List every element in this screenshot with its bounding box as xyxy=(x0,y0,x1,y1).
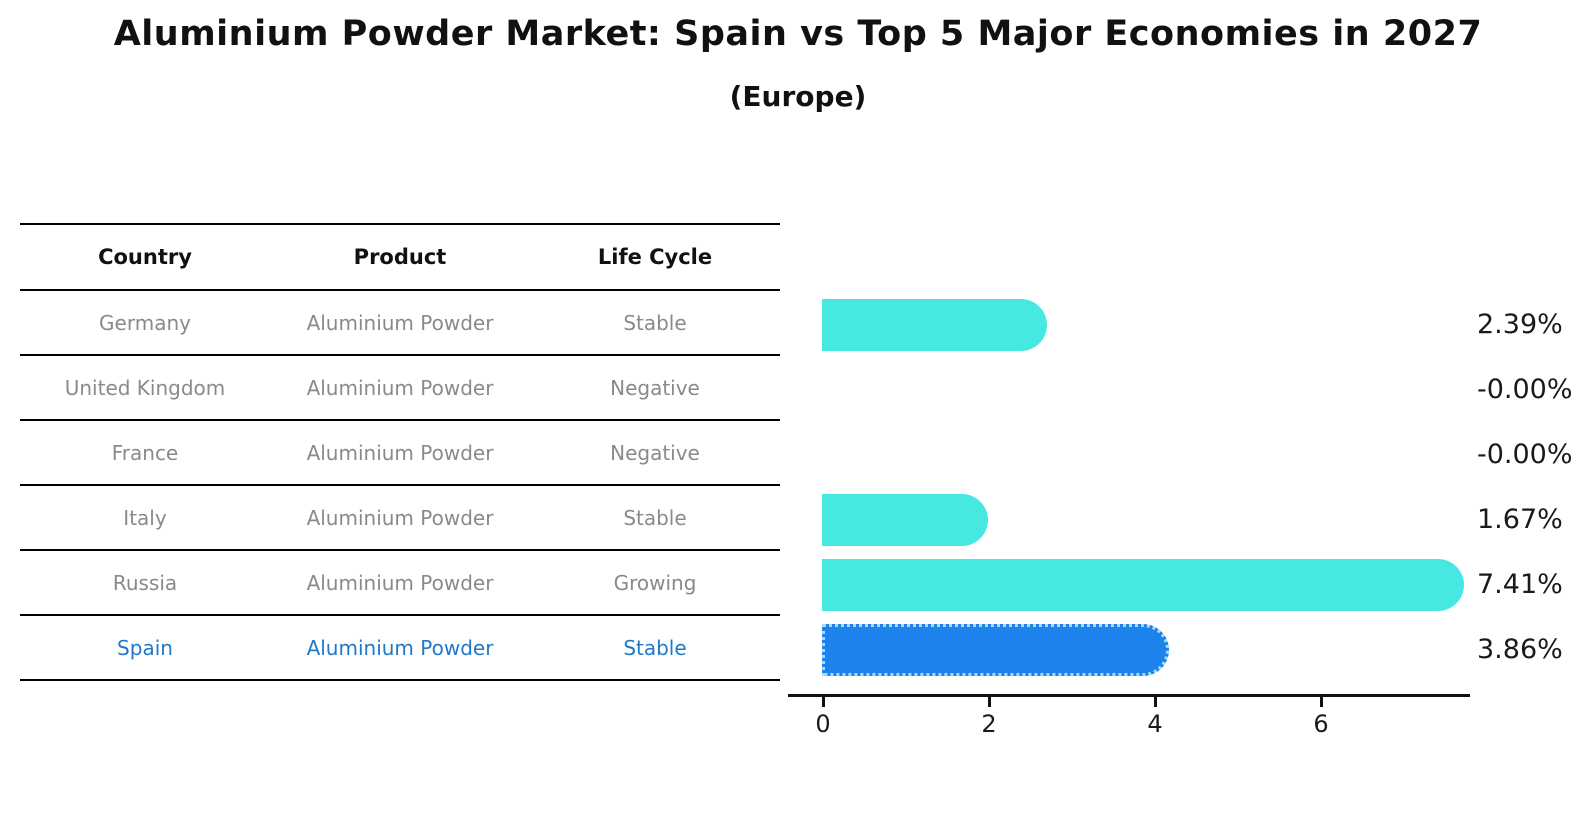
x-axis-line xyxy=(788,694,1470,697)
country-cell: Spain xyxy=(117,635,173,660)
bar-russia xyxy=(822,559,1465,611)
product-cell: Aluminium Powder xyxy=(306,310,494,335)
table-row-spain: Spain Aluminium Powder Stable xyxy=(20,616,780,681)
value-label-germany: 2.39% xyxy=(1477,309,1563,340)
product-cell: Aluminium Powder xyxy=(306,440,494,465)
table-row-russia: Russia Aluminium Powder Growing xyxy=(20,551,780,616)
table-header-row: Country Product Life Cycle xyxy=(20,225,780,291)
life-cycle-cell: Stable xyxy=(623,310,687,335)
product-cell: Aluminium Powder xyxy=(306,375,494,400)
value-label-united-kingdom: -0.00% xyxy=(1477,374,1573,405)
value-label-france: -0.00% xyxy=(1477,439,1573,470)
table-row-france: France Aluminium Powder Negative xyxy=(20,421,780,486)
life-cycle-cell: Growing xyxy=(613,570,697,595)
column-header-product: Product xyxy=(353,245,447,269)
column-header-country: Country xyxy=(98,245,192,269)
chart-subtitle: (Europe) xyxy=(729,80,867,113)
bar-italy xyxy=(822,494,988,546)
value-label-spain: 3.86% xyxy=(1477,634,1563,665)
x-tick-mark xyxy=(1154,697,1157,707)
product-cell: Aluminium Powder xyxy=(306,505,494,530)
value-label-italy: 1.67% xyxy=(1477,504,1563,535)
column-header-life-cycle: Life Cycle xyxy=(597,245,713,269)
product-cell: Aluminium Powder xyxy=(306,635,494,660)
value-label-russia: 7.41% xyxy=(1477,569,1563,600)
x-tick-label: 2 xyxy=(981,710,997,738)
table-row-united-kingdom: United Kingdom Aluminium Powder Negative xyxy=(20,356,780,421)
chart-title: Aluminium Powder Market: Spain vs Top 5 … xyxy=(113,14,1483,54)
life-cycle-cell: Stable xyxy=(623,505,687,530)
x-tick-mark xyxy=(988,697,991,707)
x-tick-mark xyxy=(822,697,825,707)
bar-spain xyxy=(822,624,1170,676)
country-cell: Germany xyxy=(99,310,191,335)
life-cycle-cell: Negative xyxy=(610,375,700,400)
country-cell: United Kingdom xyxy=(64,375,226,400)
bar-germany xyxy=(822,299,1048,351)
life-cycle-cell: Negative xyxy=(610,440,700,465)
life-cycle-cell: Stable xyxy=(623,635,687,660)
table-row-italy: Italy Aluminium Powder Stable xyxy=(20,486,780,551)
x-tick-label: 0 xyxy=(815,710,831,738)
table-row-germany: Germany Aluminium Powder Stable xyxy=(20,291,780,356)
country-cell: Italy xyxy=(123,505,167,530)
x-tick-label: 6 xyxy=(1313,710,1329,738)
country-cell: Russia xyxy=(112,570,178,595)
product-cell: Aluminium Powder xyxy=(306,570,494,595)
x-tick-mark xyxy=(1320,697,1323,707)
country-cell: France xyxy=(111,440,179,465)
country-table: Country Product Life Cycle Germany Alumi… xyxy=(20,223,780,681)
x-tick-label: 4 xyxy=(1147,710,1163,738)
